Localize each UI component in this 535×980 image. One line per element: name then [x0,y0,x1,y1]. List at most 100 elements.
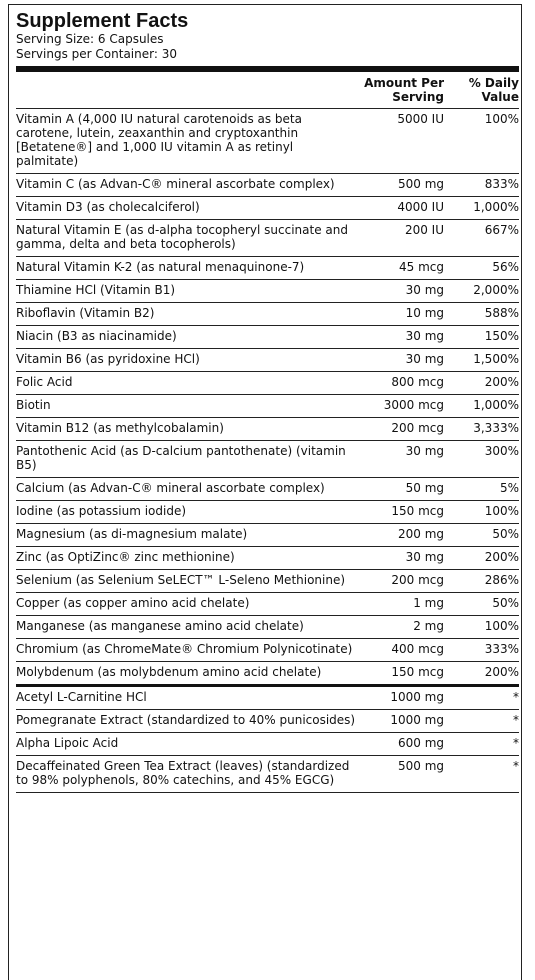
nutrient-name: Iodine (as potassium iodide) [16,500,359,524]
nutrient-amount: 1 mg [359,592,444,616]
nutrient-name: Magnesium (as di-magnesium malate) [16,523,359,547]
nutrient-row: Vitamin B6 (as pyridoxine HCl) 30 mg 1,500… [16,348,519,372]
nutrient-name: Decaffeinated Green Tea Extract (leaves)… [16,755,359,793]
nutrient-daily-value: 2,000% [444,279,519,303]
header-row: Amount Per Serving % Daily Value [16,72,519,109]
nutrient-amount: 150 mcg [359,500,444,524]
amount-header-line1: Amount Per [364,76,444,90]
nutrient-daily-value: 150% [444,325,519,349]
nutrient-amount: 30 mg [359,546,444,570]
name-header [16,72,359,109]
nutrient-amount: 10 mg [359,302,444,326]
nutrient-amount: 200 mcg [359,417,444,441]
nutrient-row: Thiamine HCl (Vitamin B1) 30 mg 2,000% [16,279,519,303]
amount-header: Amount Per Serving [359,72,444,109]
facts-table: Amount Per Serving % Daily Value Vitamin… [16,72,519,793]
nutrient-daily-value: 286% [444,569,519,593]
dv-header-line1: % Daily [468,76,519,90]
nutrient-daily-value: 50% [444,523,519,547]
nutrient-row: Magnesium (as di-magnesium malate) 200 mg… [16,523,519,547]
nutrient-name: Vitamin B6 (as pyridoxine HCl) [16,348,359,372]
nutrient-daily-value: 667% [444,219,519,257]
nutrient-row: Vitamin C (as Advan-C® mineral ascorbate… [16,173,519,197]
nutrient-row: Vitamin B12 (as methylcobalamin) 200 mcg 3… [16,417,519,441]
nutrient-amount: 200 IU [359,219,444,257]
nutrient-daily-value: 1,500% [444,348,519,372]
nutrient-amount: 30 mg [359,440,444,478]
nutrient-rows: Vitamin A (4,000 IU natural carotenoids … [16,108,519,793]
nutrient-daily-value: 100% [444,500,519,524]
nutrient-row: Copper (as copper amino acid chelate) 1 m… [16,592,519,616]
nutrient-amount: 800 mcg [359,371,444,395]
nutrient-amount: 45 mcg [359,256,444,280]
nutrient-amount: 500 mg [359,755,444,793]
nutrient-amount: 5000 IU [359,108,444,174]
nutrient-daily-value: 200% [444,661,519,686]
nutrient-daily-value: 5% [444,477,519,501]
nutrient-name: Zinc (as OptiZinc® zinc methionine) [16,546,359,570]
nutrient-name: Natural Vitamin K-2 (as natural menaquin… [16,256,359,280]
nutrient-amount: 30 mg [359,325,444,349]
nutrient-amount: 30 mg [359,279,444,303]
nutrient-row: Chromium (as ChromeMate® Chromium Polyni… [16,638,519,662]
nutrient-name: Acetyl L-Carnitine HCl [16,684,359,710]
nutrient-daily-value: * [444,755,519,793]
nutrient-name: Natural Vitamin E (as d-alpha tocopheryl… [16,219,359,257]
servings-per-container: Servings per Container: 30 [16,47,177,61]
nutrient-name: Copper (as copper amino acid chelate) [16,592,359,616]
nutrient-daily-value: 56% [444,256,519,280]
nutrient-name: Thiamine HCl (Vitamin B1) [16,279,359,303]
nutrient-name: Alpha Lipoic Acid [16,732,359,756]
nutrient-row: Molybdenum (as molybdenum amino acid che… [16,661,519,686]
nutrient-row: Selenium (as Selenium SeLECT™ L-Seleno M… [16,569,519,593]
nutrient-row: Riboflavin (Vitamin B2) 10 mg 588% [16,302,519,326]
nutrient-row: Iodine (as potassium iodide) 150 mcg 100% [16,500,519,524]
nutrient-daily-value: * [444,732,519,756]
nutrient-daily-value: 50% [444,592,519,616]
nutrient-daily-value: 200% [444,371,519,395]
nutrient-row: Natural Vitamin K-2 (as natural menaquin… [16,256,519,280]
nutrient-row: Biotin 3000 mcg 1,000% [16,394,519,418]
nutrient-name: Pomegranate Extract (standardized to 40%… [16,709,359,733]
dv-header-line2: Value [481,90,519,104]
panel-title: Supplement Facts [16,10,189,32]
nutrient-daily-value: 333% [444,638,519,662]
nutrient-name: Pantothenic Acid (as D-calcium pantothen… [16,440,359,478]
nutrient-daily-value: 300% [444,440,519,478]
nutrient-amount: 50 mg [359,477,444,501]
nutrient-row: Pomegranate Extract (standardized to 40%… [16,709,519,733]
heavy-divider [16,66,519,72]
nutrient-name: Niacin (B3 as niacinamide) [16,325,359,349]
nutrient-daily-value: 3,333% [444,417,519,441]
nutrient-daily-value: 588% [444,302,519,326]
nutrient-row: Acetyl L-Carnitine HCl 1000 mg * [16,684,519,710]
nutrient-name: Biotin [16,394,359,418]
nutrient-name: Selenium (as Selenium SeLECT™ L-Seleno M… [16,569,359,593]
nutrient-amount: 150 mcg [359,661,444,686]
nutrient-amount: 600 mg [359,732,444,756]
nutrient-name: Riboflavin (Vitamin B2) [16,302,359,326]
nutrient-name: Chromium (as ChromeMate® Chromium Polyni… [16,638,359,662]
nutrient-daily-value: 100% [444,108,519,174]
nutrient-row: Manganese (as manganese amino acid chela… [16,615,519,639]
nutrient-name: Vitamin D3 (as cholecalciferol) [16,196,359,220]
nutrient-name: Manganese (as manganese amino acid chela… [16,615,359,639]
nutrient-name: Calcium (as Advan-C® mineral ascorbate c… [16,477,359,501]
nutrient-amount: 2 mg [359,615,444,639]
nutrient-name: Vitamin B12 (as methylcobalamin) [16,417,359,441]
nutrient-row: Natural Vitamin E (as d-alpha tocopheryl… [16,219,519,257]
nutrient-daily-value: 1,000% [444,196,519,220]
nutrient-row: Vitamin A (4,000 IU natural carotenoids … [16,108,519,174]
nutrient-daily-value: 200% [444,546,519,570]
nutrient-row: Decaffeinated Green Tea Extract (leaves)… [16,755,519,793]
nutrient-name: Molybdenum (as molybdenum amino acid che… [16,661,359,686]
nutrient-row: Folic Acid 800 mcg 200% [16,371,519,395]
nutrient-daily-value: 1,000% [444,394,519,418]
nutrient-daily-value: 100% [444,615,519,639]
nutrient-amount: 500 mg [359,173,444,197]
nutrient-name: Folic Acid [16,371,359,395]
nutrient-daily-value: * [444,709,519,733]
serving-size: Serving Size: 6 Capsules [16,32,164,46]
nutrient-row: Pantothenic Acid (as D-calcium pantothen… [16,440,519,478]
nutrient-amount: 200 mcg [359,569,444,593]
